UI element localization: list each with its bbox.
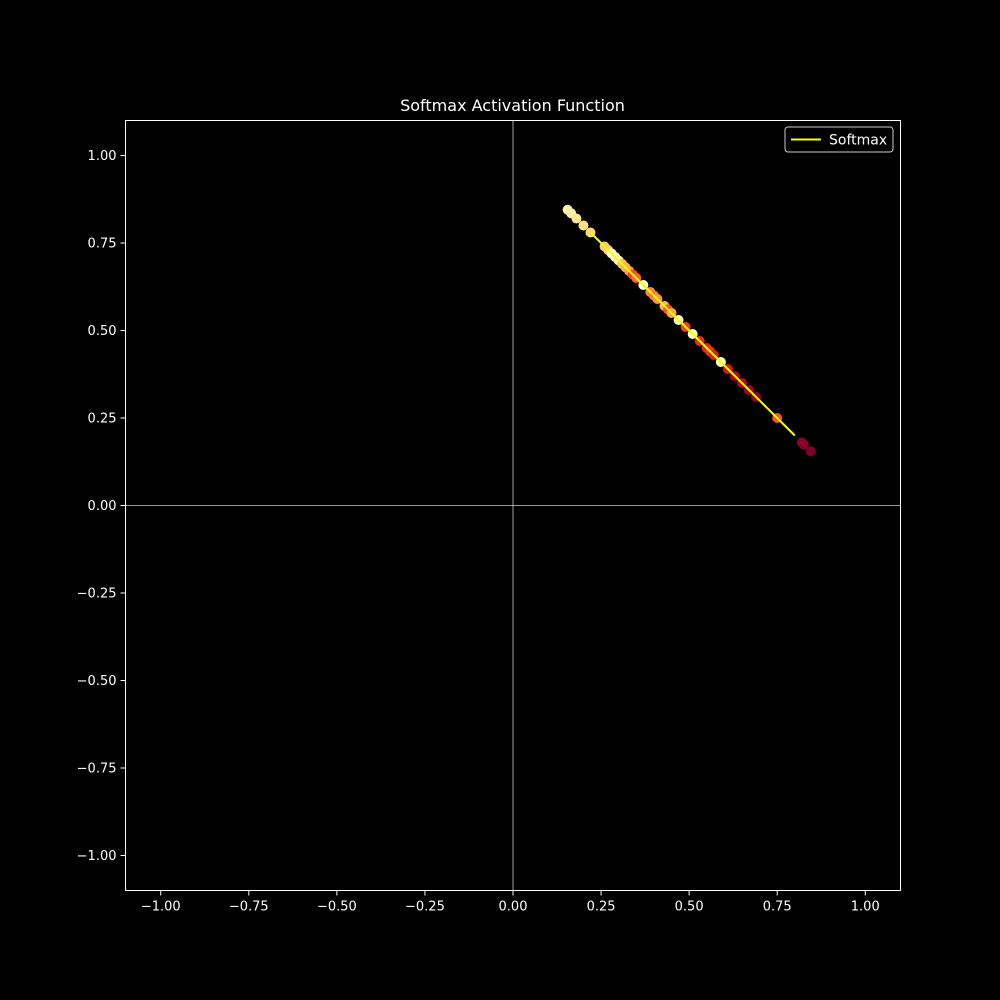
x-tick-label-5: 0.25 <box>587 900 616 915</box>
scatter-point-2 <box>571 213 582 224</box>
series-line-softmax <box>589 231 796 437</box>
scatter-point-3 <box>578 220 589 231</box>
x-tick-label-6: 0.50 <box>675 900 704 915</box>
scatter-point-38 <box>805 446 816 457</box>
x-tick-label-7: 0.75 <box>763 900 792 915</box>
reference-lines <box>125 120 901 891</box>
x-tick-label-0: −1.00 <box>141 900 181 915</box>
x-tick-label-8: 1.00 <box>851 900 880 915</box>
x-tick-label-1: −0.75 <box>229 900 269 915</box>
y-tick-label-8: −1.00 <box>77 849 117 864</box>
y-axis: 1.00 0.75 0.50 0.25 0.00 −0.25 −0.50 −0.75 −1.00 <box>77 149 126 864</box>
x-tick-label-4: 0.00 <box>499 900 528 915</box>
scatter-point-37 <box>798 439 809 450</box>
x-tick-label-3: −0.25 <box>405 900 445 915</box>
y-tick-label-4: 0.00 <box>88 499 117 514</box>
y-tick-label-3: 0.25 <box>88 412 117 427</box>
y-tick-label-0: 1.00 <box>88 149 117 164</box>
x-axis: −1.00 −0.75 −0.50 −0.25 0.00 0.25 0.50 0.75 1.00 <box>141 890 880 915</box>
legend: Softmax <box>784 126 894 153</box>
y-tick-label-1: 0.75 <box>88 237 117 252</box>
legend-label-softmax: Softmax <box>829 133 887 149</box>
y-tick-label-2: 0.50 <box>88 324 117 339</box>
y-tick-label-6: −0.50 <box>77 674 117 689</box>
x-tick-label-2: −0.50 <box>317 900 357 915</box>
legend-frame <box>784 126 894 153</box>
series-line-group <box>589 231 796 437</box>
chart-title: Softmax Activation Function <box>400 96 625 115</box>
y-tick-label-5: −0.25 <box>77 587 117 602</box>
y-tick-label-7: −0.75 <box>77 762 117 777</box>
